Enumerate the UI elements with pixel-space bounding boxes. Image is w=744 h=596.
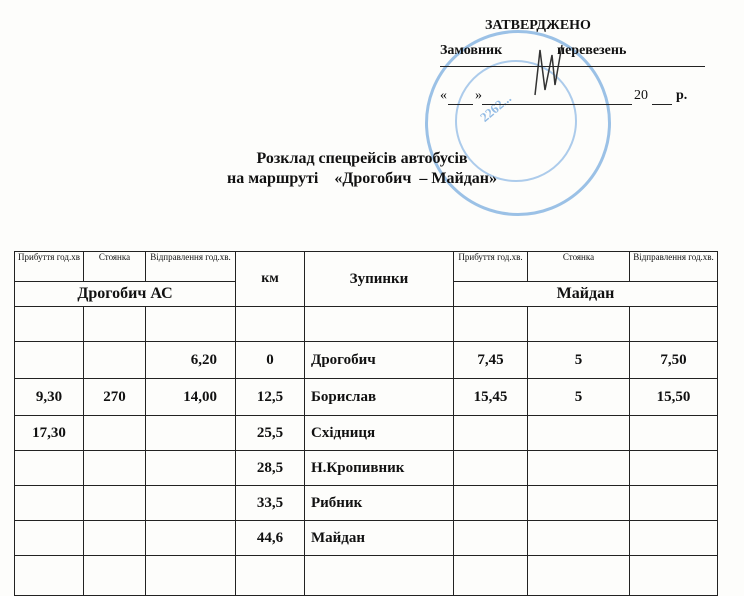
table-cell: 5 — [527, 378, 630, 416]
table-cell: 44,6 — [235, 520, 305, 556]
table-cell: Дрогобич — [304, 341, 454, 379]
year-suffix: р. — [676, 88, 688, 103]
origin-right: Майдан — [453, 281, 718, 307]
table-cell: 25,5 — [235, 415, 305, 451]
header-stops: Зупинки — [304, 251, 454, 307]
table-row — [14, 306, 718, 342]
table-cell: 270 — [83, 378, 146, 416]
date-open: « — [440, 88, 447, 103]
table-cell — [304, 306, 454, 342]
table-cell — [453, 485, 528, 521]
table-cell: 15,50 — [629, 378, 718, 416]
table-row: 28,5 Н.Кропивник — [14, 450, 718, 486]
table-cell: 28,5 — [235, 450, 305, 486]
table-cell — [83, 341, 146, 379]
approval-role-right: перевезень — [557, 43, 627, 58]
month-line — [482, 104, 632, 105]
table-cell — [453, 306, 528, 342]
table-cell — [629, 306, 718, 342]
table-cell — [145, 415, 236, 451]
table-cell — [453, 555, 528, 596]
table-cell — [527, 450, 630, 486]
header-stop-return: Стоянка — [527, 251, 630, 282]
table-cell: 33,5 — [235, 485, 305, 521]
header-arrival: Прибуття год.хв — [14, 251, 84, 282]
table-cell — [14, 306, 84, 342]
header-km: км — [235, 251, 305, 307]
table-cell: Борислав — [304, 378, 454, 416]
table-cell: 17,30 — [14, 415, 84, 451]
table-cell — [14, 341, 84, 379]
table-cell: Н.Кропивник — [304, 450, 454, 486]
table-cell: Майдан — [304, 520, 454, 556]
table-cell — [629, 520, 718, 556]
table-cell — [83, 485, 146, 521]
table-cell — [453, 415, 528, 451]
table-cell: Східниця — [304, 415, 454, 451]
table-cell: 7,50 — [629, 341, 718, 379]
table-cell — [14, 520, 84, 556]
table-cell — [304, 555, 454, 596]
table-cell — [629, 555, 718, 596]
table-cell — [145, 555, 236, 596]
table-cell — [527, 485, 630, 521]
origin-left: Дрогобич АС — [14, 281, 236, 307]
header-departure: Відправлення год.хв. — [145, 251, 236, 282]
title-line1: Розклад спецрейсів автобусів — [256, 150, 468, 167]
table-cell — [145, 306, 236, 342]
day-line — [448, 104, 473, 105]
table-cell — [14, 450, 84, 486]
table-cell — [527, 555, 630, 596]
approval-role-left: Замовник — [440, 43, 503, 58]
table-cell: Рибник — [304, 485, 454, 521]
table-cell — [453, 450, 528, 486]
stamp-inner-ring — [455, 60, 577, 182]
table-cell — [83, 520, 146, 556]
header-arrival-return: Прибуття год.хв. — [453, 251, 528, 282]
table-cell — [145, 520, 236, 556]
table-cell — [14, 555, 84, 596]
header-stop: Стоянка — [83, 251, 146, 282]
stamp — [425, 30, 611, 216]
schedule-table: Прибуття год.хв Стоянка Відправлення год… — [14, 251, 718, 596]
table-cell: 14,00 — [145, 378, 236, 416]
table-cell — [145, 485, 236, 521]
table-cell — [83, 450, 146, 486]
table-cell — [235, 555, 305, 596]
table-cell: 0 — [235, 341, 305, 379]
table-cell — [453, 520, 528, 556]
table-row: 33,5 Рибник — [14, 485, 718, 521]
table-cell: 9,30 — [14, 378, 84, 416]
signature — [534, 44, 563, 96]
table-cell — [527, 306, 630, 342]
table-cell: 15,45 — [453, 378, 528, 416]
table-cell — [629, 485, 718, 521]
table-cell: 5 — [527, 341, 630, 379]
title-line2: на маршруті «Дрогобич – Майдан» — [226, 170, 498, 187]
table-row: 6,20 0 Дрогобич 7,45 5 7,50 — [14, 341, 718, 379]
table-row: 44,6 Майдан — [14, 520, 718, 556]
header-departure-return: Відправлення год.хв. — [629, 251, 718, 282]
table-row: 17,30 25,5 Східниця — [14, 415, 718, 451]
table-cell: 12,5 — [235, 378, 305, 416]
table-cell — [83, 306, 146, 342]
year-line — [652, 104, 672, 105]
table-cell — [527, 520, 630, 556]
table-row — [14, 555, 718, 596]
table-cell: 7,45 — [453, 341, 528, 379]
table-row: 9,30 270 14,00 12,5 Борислав 15,45 5 15,50 — [14, 378, 718, 416]
table-cell — [629, 450, 718, 486]
table-cell — [629, 415, 718, 451]
year-prefix: 20 — [634, 88, 648, 103]
table-cell — [527, 415, 630, 451]
table-cell — [83, 555, 146, 596]
table-cell: 6,20 — [145, 341, 236, 379]
table-cell — [14, 485, 84, 521]
table-cell — [83, 415, 146, 451]
table-cell — [145, 450, 236, 486]
date-close: » — [475, 88, 482, 103]
table-cell — [235, 306, 305, 342]
signature-line — [440, 66, 705, 67]
approval-heading: ЗАТВЕРДЖЕНО — [485, 18, 591, 33]
